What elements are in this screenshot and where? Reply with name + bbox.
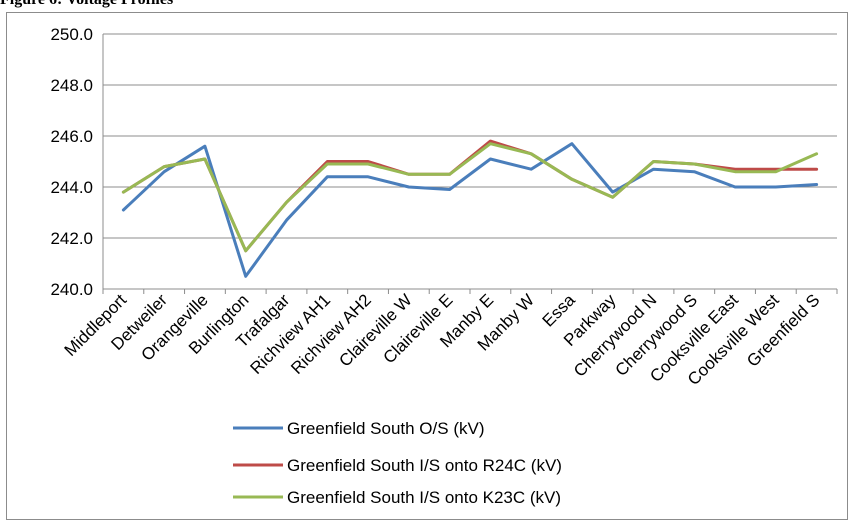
- y-tick-label: 250.0: [50, 25, 93, 44]
- figure-caption: Figure 6: Voltage Profiles: [0, 0, 173, 9]
- series-line: [121, 142, 819, 278]
- legend-label: Greenfield South I/S onto K23C (kV): [287, 488, 561, 507]
- legend-label: Greenfield South I/S onto R24C (kV): [287, 456, 562, 475]
- legend-label: Greenfield South O/S (kV): [287, 419, 484, 438]
- y-tick-label: 244.0: [50, 178, 93, 197]
- y-tick-label: 248.0: [50, 76, 93, 95]
- y-tick-label: 246.0: [50, 127, 93, 146]
- chart-frame: [6, 12, 848, 520]
- series-line: [121, 142, 819, 253]
- y-tick-label: 242.0: [50, 229, 93, 248]
- y-tick-label: 240.0: [50, 280, 93, 299]
